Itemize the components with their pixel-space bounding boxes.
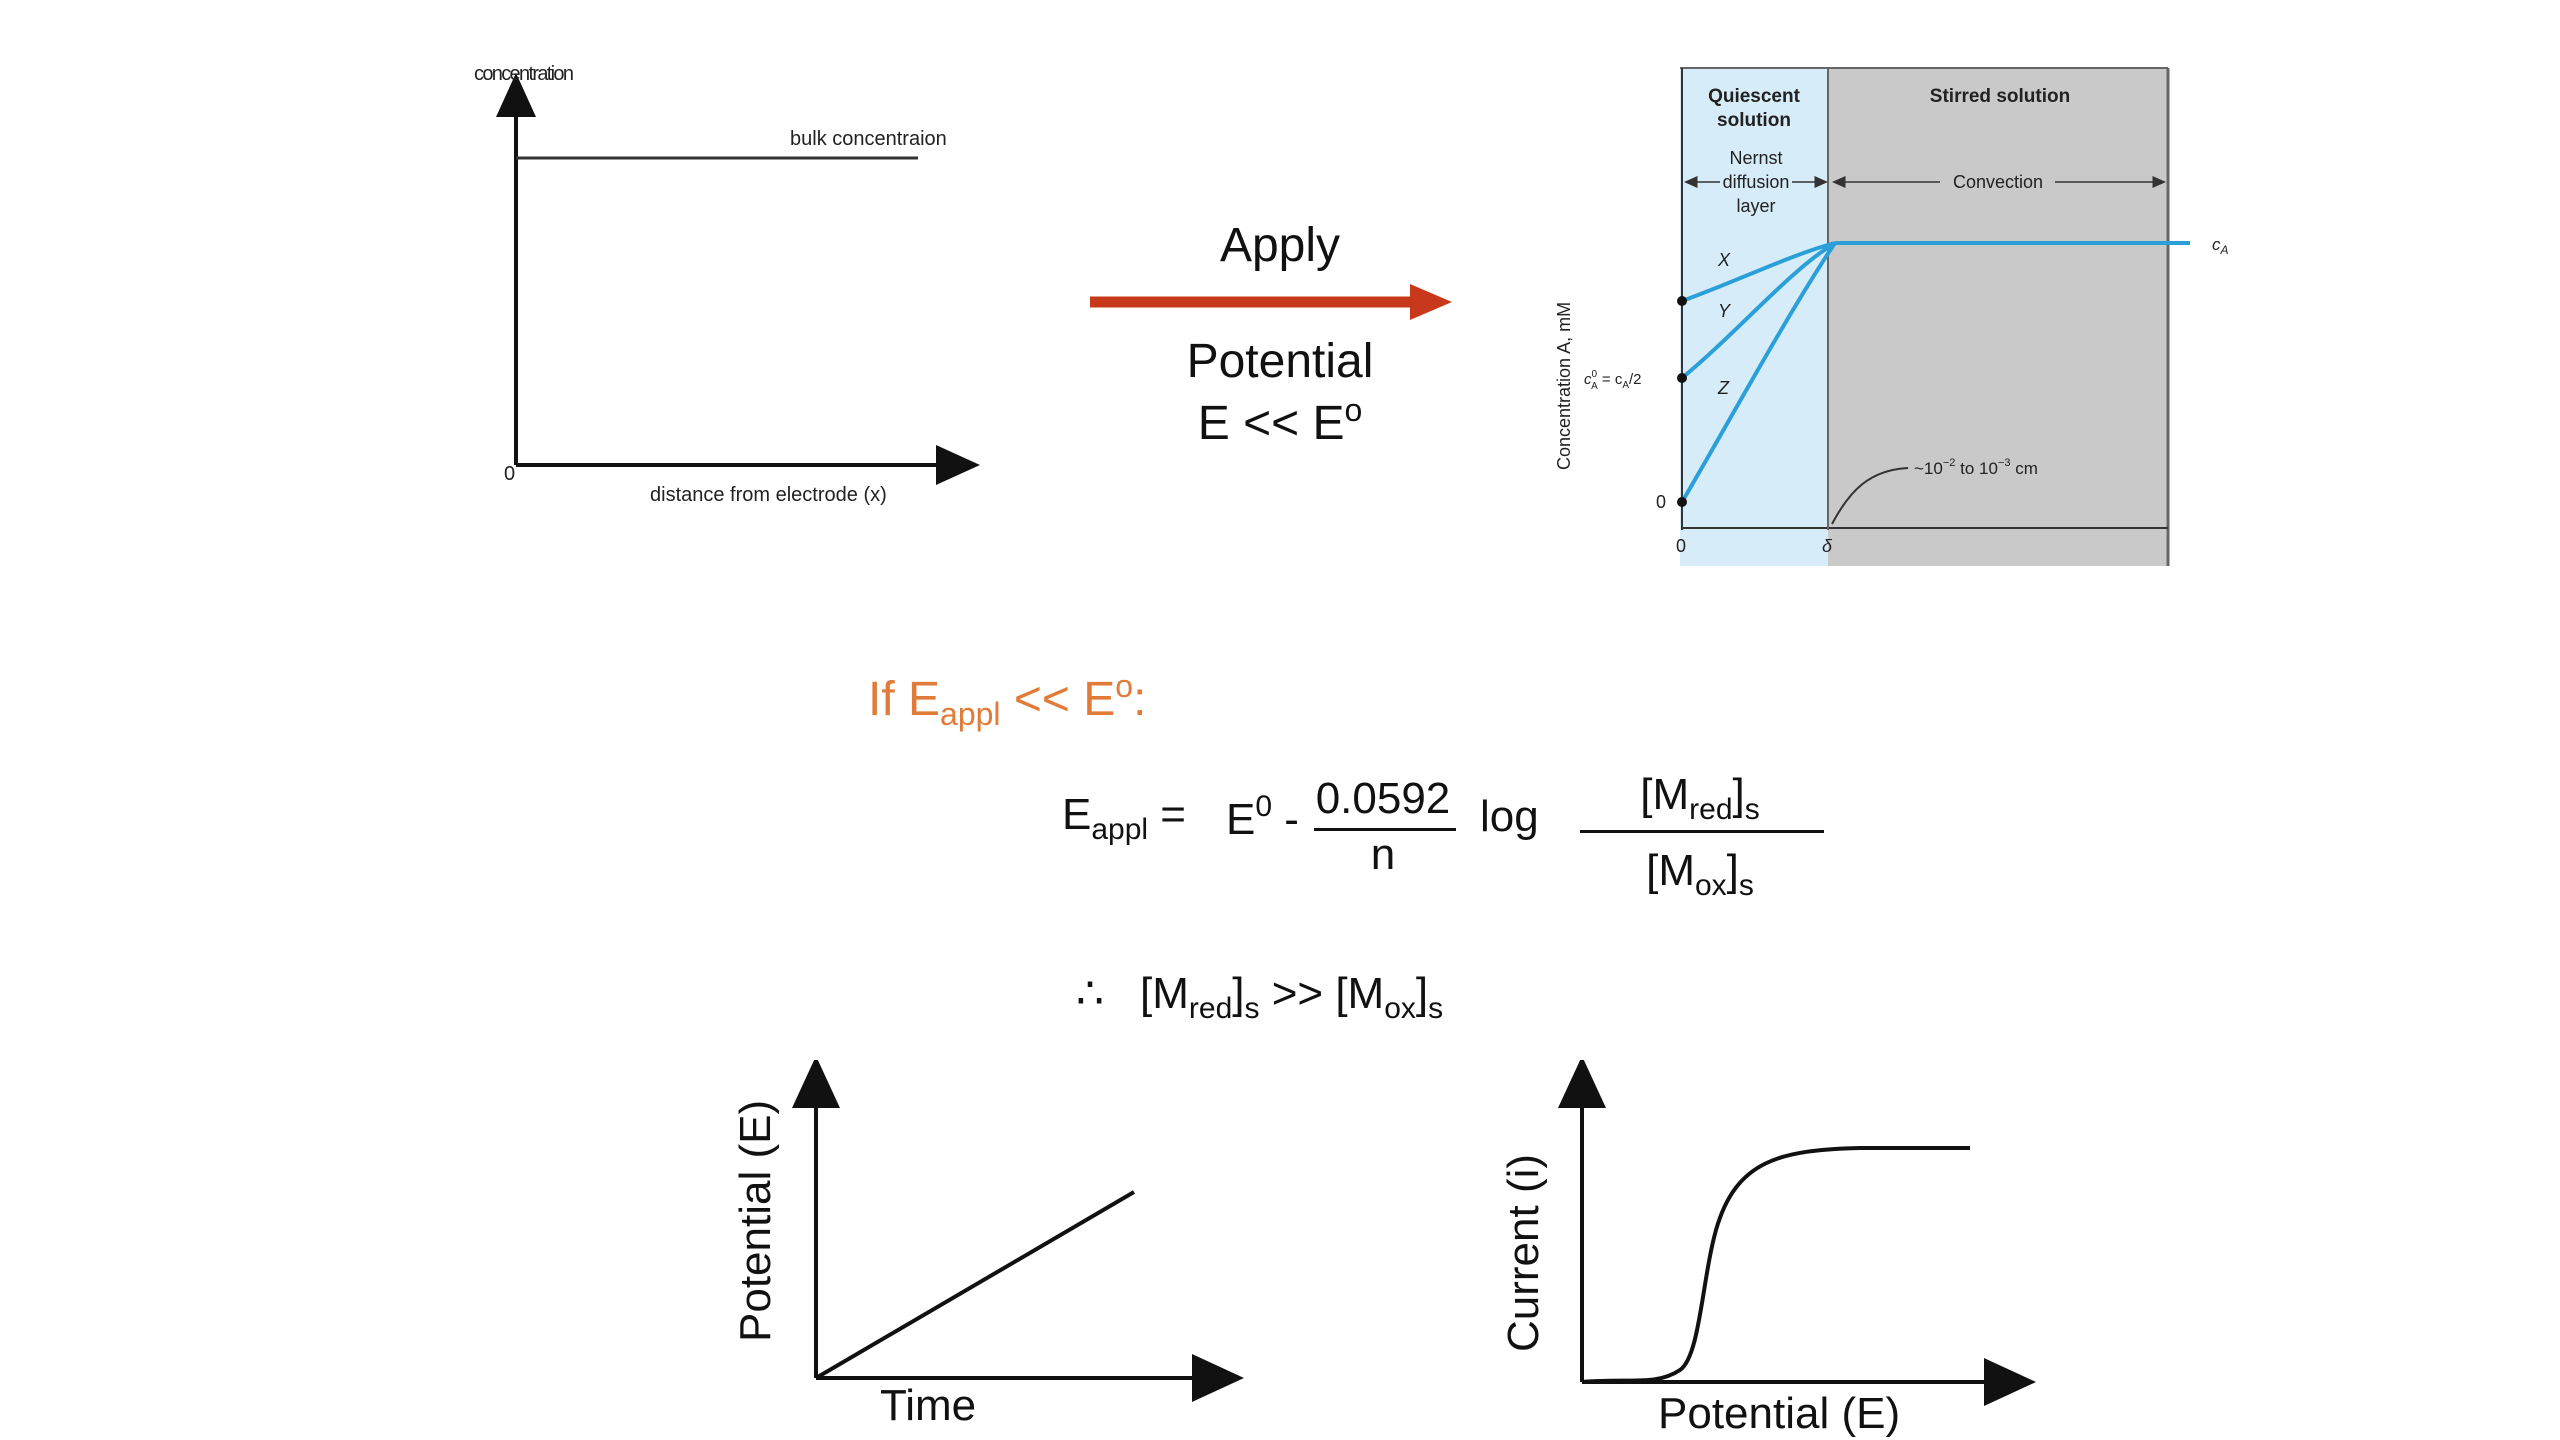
condition-text: If Eappl << Eo: [868, 668, 1147, 732]
curve-y [1680, 241, 1837, 380]
curve-x-label: X [1717, 250, 1731, 270]
fraction-bar [1314, 828, 1456, 831]
origin-label: 0 [504, 463, 515, 485]
sigmoid-current-curve [1581, 1146, 1970, 1384]
curve-y-label: Y [1718, 301, 1732, 321]
nernst-diffusion-diagram: Quiescent solution Stirred solution Nern… [1554, 67, 2229, 566]
stirred-region [1828, 68, 2168, 566]
ca-label: cA [2212, 235, 2229, 257]
ratio-denominator: [Mox]s [1646, 846, 1754, 902]
zero-x-label: 0 [1676, 536, 1686, 556]
curve-z [1680, 241, 1837, 504]
potential-condition: E << Eo [1197, 392, 1363, 450]
fraction-denominator: n [1370, 830, 1396, 879]
equation-lhs: Eappl = [1062, 790, 1186, 846]
thickness-label: ~10−2 to 10−3 cm [1914, 457, 2038, 478]
apply-label: Apply [1219, 219, 1341, 272]
convection-label: Convection [1953, 172, 2043, 192]
nernst-line3: layer [1736, 196, 1775, 216]
ratio-numerator: [Mred]s [1640, 770, 1760, 826]
pt-y-axis-label: Potential (E) [731, 1100, 780, 1342]
zero-y-label: 0 [1656, 492, 1666, 512]
delta-label: δ [1822, 536, 1833, 556]
ratio-bar [1580, 830, 1824, 833]
current-potential-graph: Potential (E) Current (i) [1499, 1060, 2036, 1438]
potential-time-graph: Time Potential (E) [731, 1060, 1244, 1430]
therefore-symbol: ∴ [1076, 969, 1104, 1018]
quiescent-line2: solution [1717, 110, 1791, 131]
diagram-y-axis-label: Concentration A, mM [1554, 302, 1574, 470]
ip-x-axis-label: Potential (E) [1658, 1389, 1900, 1438]
nernst-line2: diffusion [1723, 172, 1790, 192]
nernst-line1: Nernst [1729, 148, 1782, 168]
log-label: log [1480, 792, 1539, 841]
thickness-pointer [1831, 467, 1909, 525]
curve-x [1681, 241, 1836, 303]
quiescent-line1: Quiescent [1708, 86, 1801, 107]
curve-z-label: Z [1717, 378, 1730, 398]
ip-y-axis-label: Current (i) [1499, 1154, 1548, 1352]
pt-x-axis-label: Time [880, 1381, 976, 1430]
x-axis-label: distance from electrode (x) [650, 484, 887, 506]
potential-label: Potential [1186, 335, 1374, 388]
quiescent-region [1680, 68, 1828, 566]
half-conc-label: c0 A = cA/2 [1584, 369, 1642, 392]
apply-arrow [1090, 284, 1452, 320]
y-axis-label: concentration [474, 63, 574, 85]
bulk-concentration-graph: concentration bulk concentraion 0 distan… [474, 63, 980, 506]
potential-ramp-line [814, 1190, 1136, 1380]
stirred-label: Stirred solution [1930, 86, 2070, 107]
fraction-numerator: 0.0592 [1315, 774, 1451, 823]
equation-e0: E0 - [1226, 790, 1299, 844]
bulk-line-label: bulk concentraion [790, 128, 947, 150]
conclusion-text: ∴ [Mred]s >> [Mox]s [1076, 969, 1444, 1025]
